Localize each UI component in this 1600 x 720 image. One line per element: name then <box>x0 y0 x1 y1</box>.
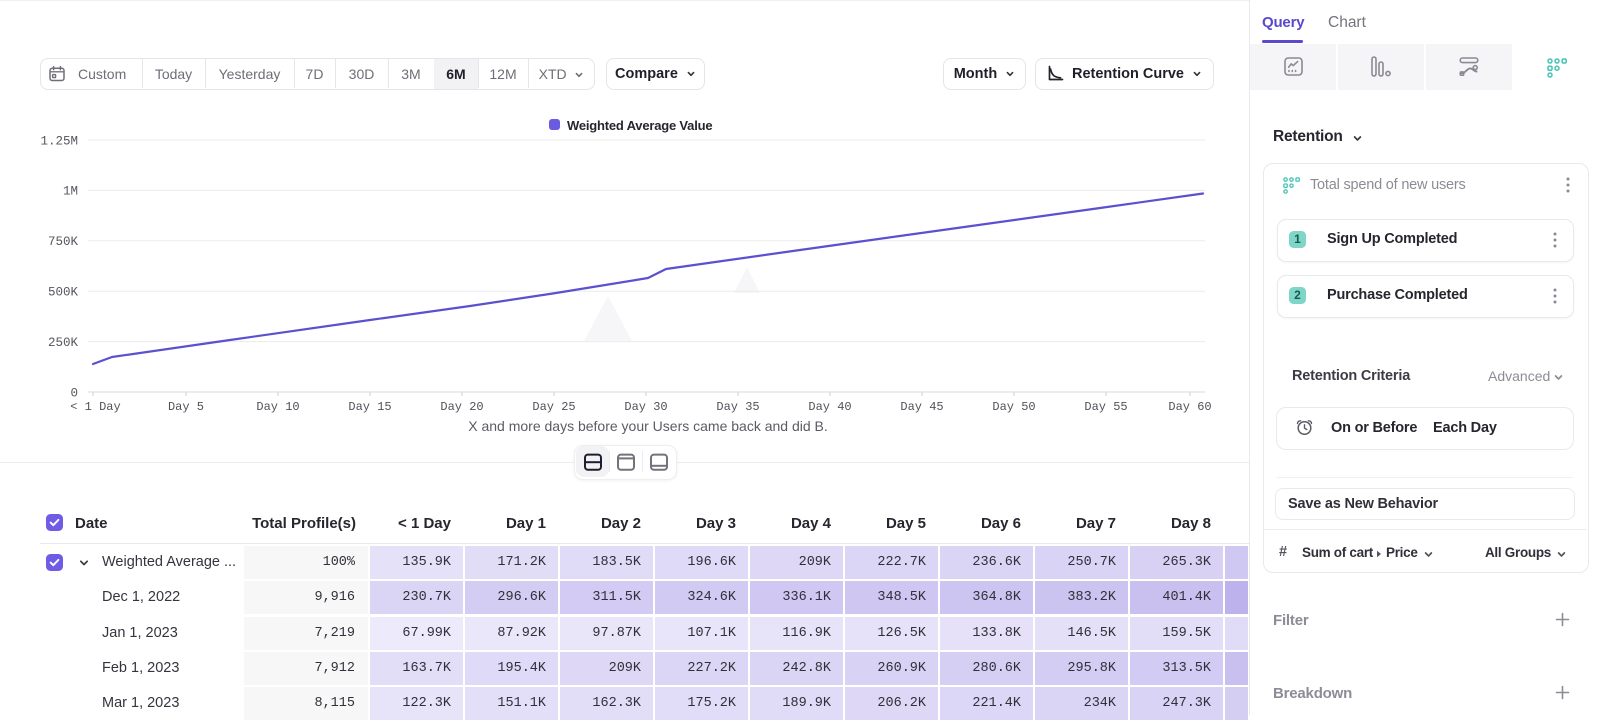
svg-text:Day 55: Day 55 <box>1084 400 1127 414</box>
svg-text:Day 40: Day 40 <box>808 400 851 414</box>
svg-text:1M: 1M <box>63 185 78 199</box>
svg-text:< 1 Day: < 1 Day <box>70 400 120 414</box>
svg-text:Day 35: Day 35 <box>716 400 759 414</box>
svg-text:Day 25: Day 25 <box>532 400 575 414</box>
svg-text:Day 15: Day 15 <box>348 400 391 414</box>
svg-text:Day 10: Day 10 <box>256 400 299 414</box>
svg-text:Day 60: Day 60 <box>1168 400 1211 414</box>
svg-text:0: 0 <box>70 386 78 400</box>
svg-text:1.25M: 1.25M <box>40 134 78 148</box>
svg-text:Day 20: Day 20 <box>440 400 483 414</box>
svg-text:250K: 250K <box>48 336 79 350</box>
svg-text:Day 50: Day 50 <box>992 400 1035 414</box>
svg-text:Day 30: Day 30 <box>624 400 667 414</box>
svg-text:500K: 500K <box>48 286 79 300</box>
svg-text:Day 5: Day 5 <box>168 400 204 414</box>
svg-text:750K: 750K <box>48 235 79 249</box>
svg-text:Day 45: Day 45 <box>900 400 943 414</box>
